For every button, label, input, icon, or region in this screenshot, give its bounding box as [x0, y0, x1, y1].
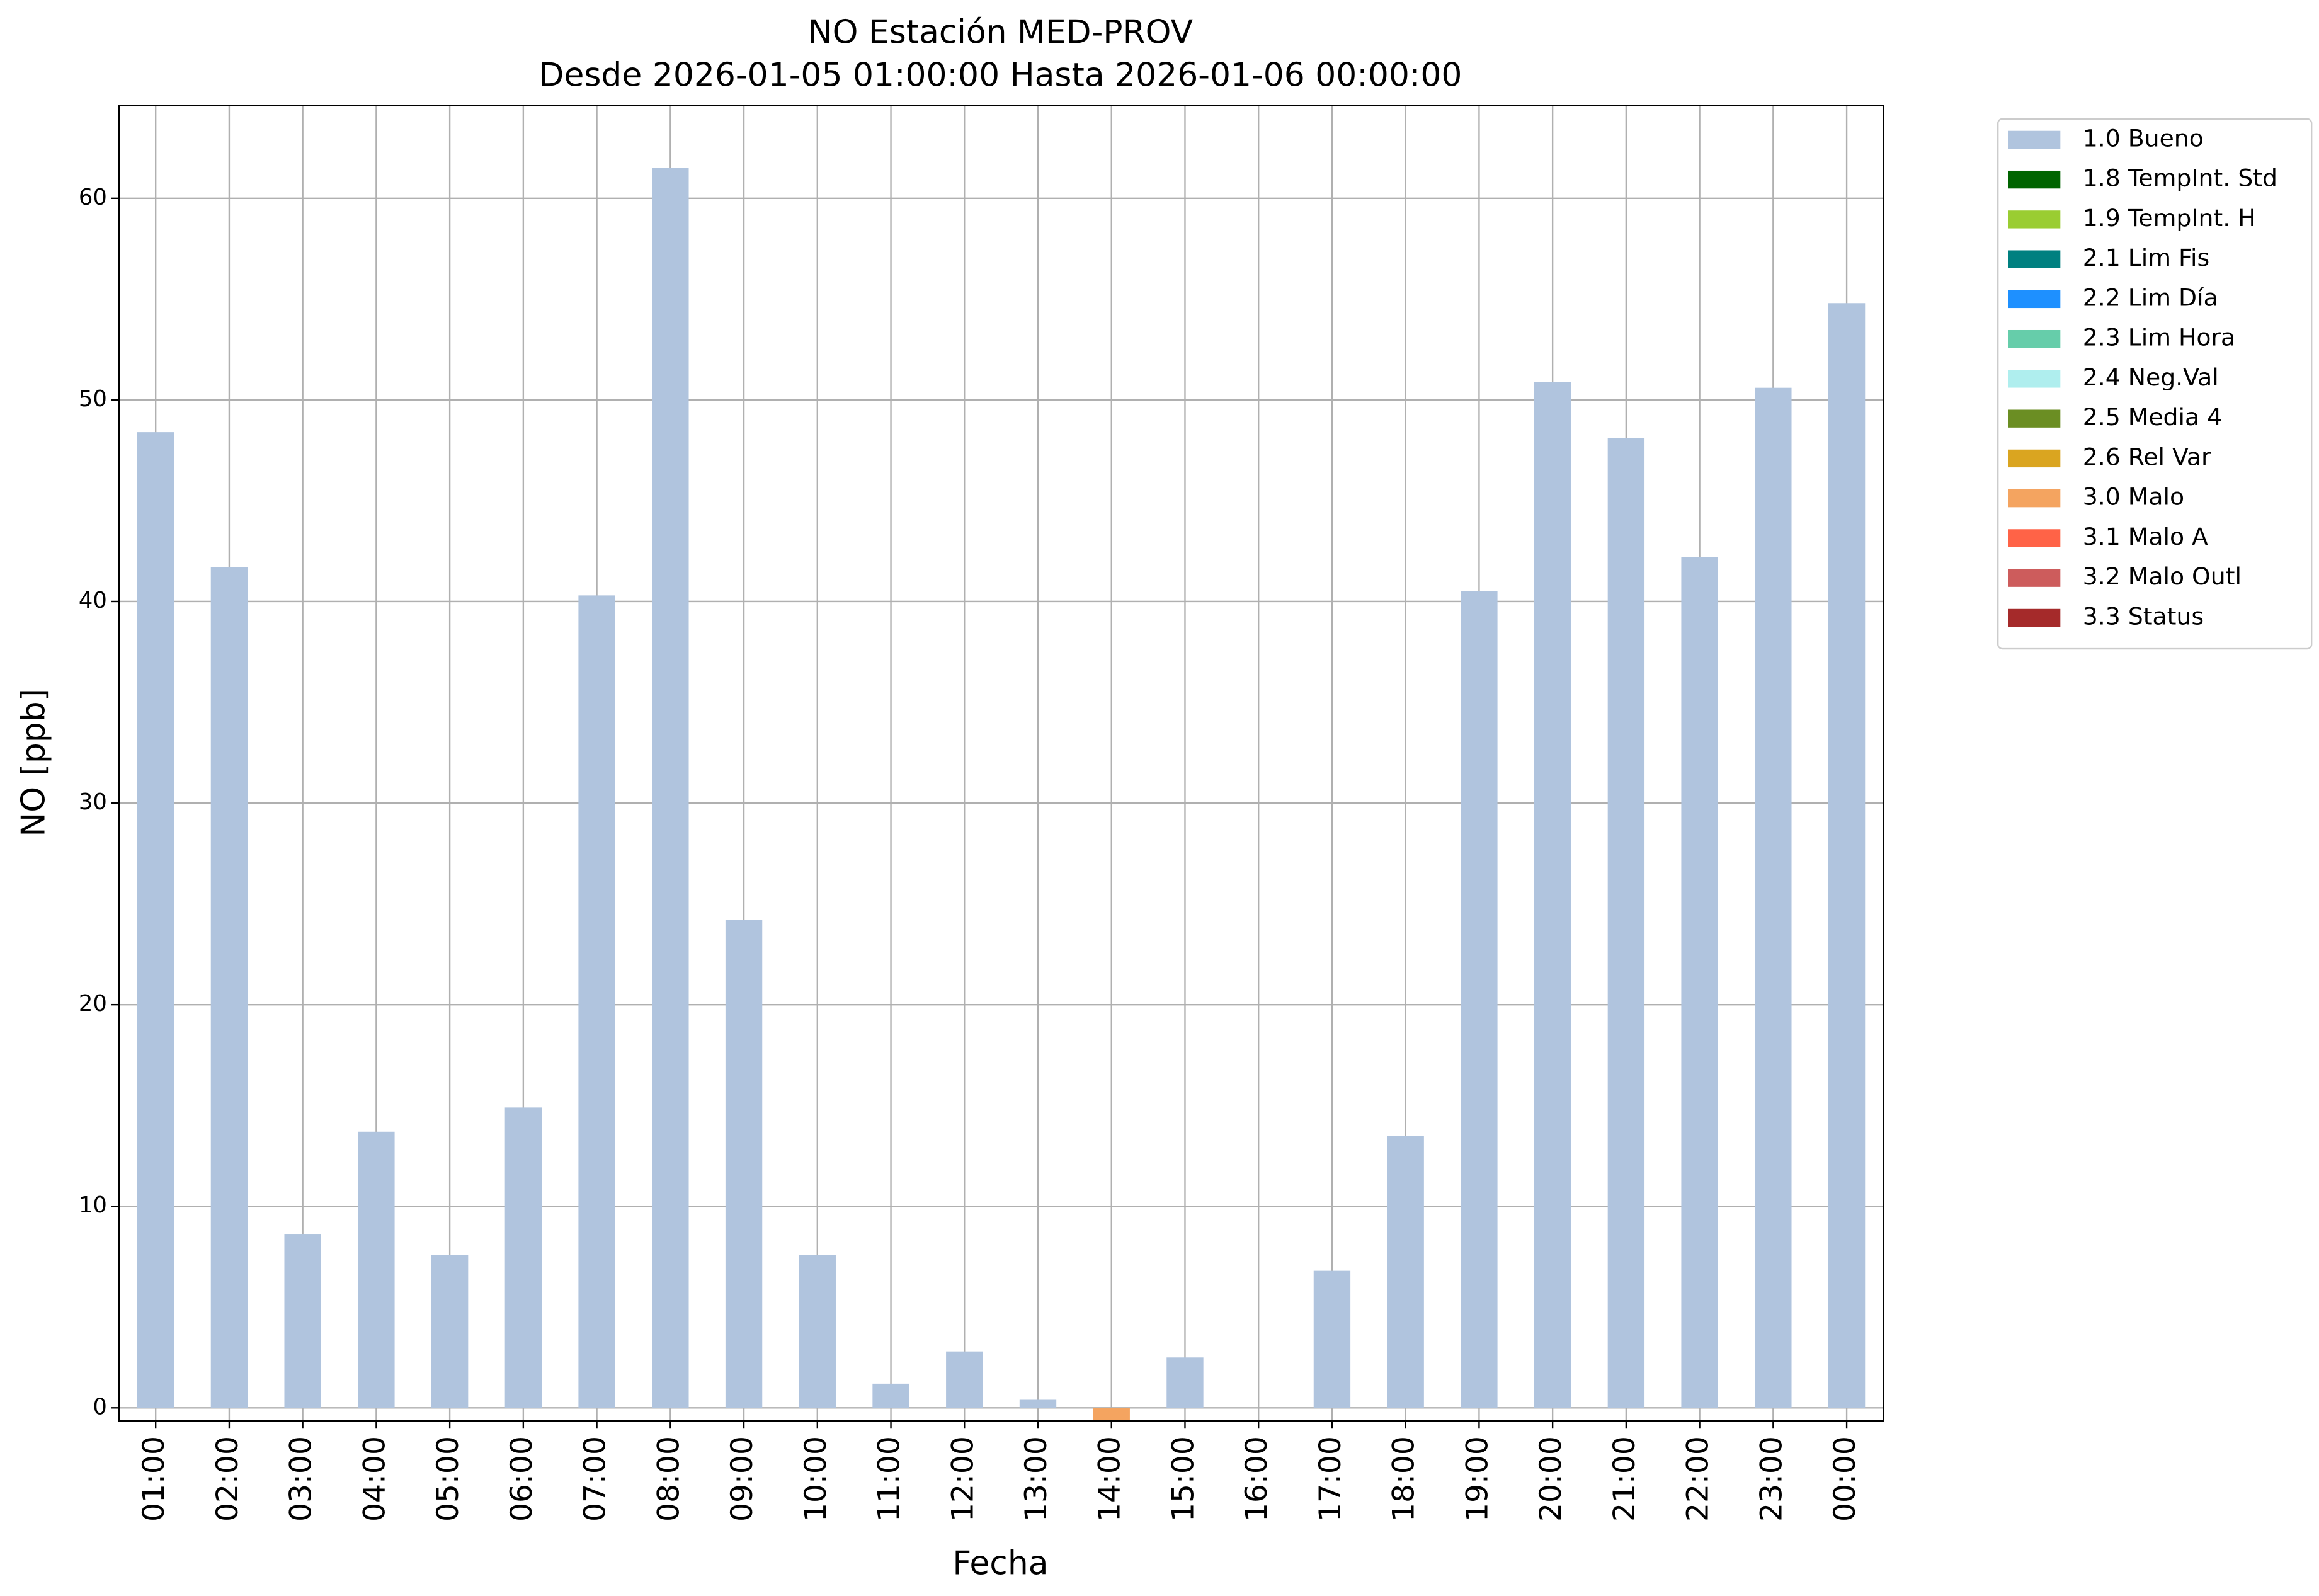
x-tick-label: 14:00 [1093, 1436, 1127, 1522]
x-tick-label: 21:00 [1607, 1436, 1642, 1522]
plot-frame [118, 105, 1884, 1422]
y-tick-label: 60 [79, 185, 107, 210]
legend-label: 3.1 Malo A [2083, 523, 2208, 550]
legend-label: 2.3 Lim Hora [2083, 324, 2235, 351]
chart-title: NO Estación MED-PROV [808, 13, 1194, 51]
chart-subtitle: Desde 2026-01-05 01:00:00 Hasta 2026-01-… [538, 57, 1462, 94]
legend-box [1997, 118, 2313, 650]
bar [1166, 1357, 1204, 1408]
legend-label: 3.2 Malo Outl [2083, 562, 2242, 590]
x-axis-label: Fecha [952, 1544, 1048, 1582]
legend-label: 1.0 Bueno [2083, 124, 2204, 152]
legend-swatch [2008, 449, 2061, 468]
x-tick-label: 17:00 [1313, 1436, 1348, 1522]
legend-label: 3.0 Malo [2083, 483, 2184, 511]
legend-swatch [2008, 250, 2061, 268]
legend-swatch [2008, 170, 2061, 189]
bar [1093, 1408, 1130, 1422]
bar [725, 920, 763, 1408]
y-tick-label: 30 [79, 789, 107, 815]
x-tick-label: 03:00 [284, 1436, 319, 1522]
bar [1534, 382, 1571, 1408]
bar [1755, 387, 1792, 1408]
bar [358, 1131, 395, 1408]
legend-swatch [2008, 370, 2061, 388]
x-tick-label: 08:00 [651, 1436, 686, 1522]
legend-swatch [2008, 329, 2061, 348]
bar [431, 1255, 469, 1408]
legend-label: 2.4 Neg.Val [2083, 363, 2219, 391]
bar [1607, 438, 1645, 1408]
bar [1461, 591, 1498, 1408]
legend-swatch [2008, 210, 2061, 229]
bar [799, 1255, 836, 1408]
bar [652, 168, 689, 1408]
bar [1828, 303, 1866, 1408]
x-tick-label: 16:00 [1239, 1436, 1274, 1522]
legend-swatch [2008, 409, 2061, 428]
x-tick-label: 04:00 [357, 1436, 392, 1522]
legend-swatch [2008, 569, 2061, 587]
legend-swatch [2008, 608, 2061, 627]
x-tick-label: 01:00 [137, 1436, 171, 1522]
x-tick-label: 02:00 [210, 1436, 245, 1522]
x-tick-label: 22:00 [1681, 1436, 1716, 1522]
x-tick-label: 20:00 [1534, 1436, 1568, 1522]
y-tick-label: 20 [79, 991, 107, 1017]
x-tick-label: 11:00 [872, 1436, 907, 1522]
y-tick-label: 50 [79, 386, 107, 412]
bar [1387, 1136, 1424, 1408]
legend-swatch [2008, 529, 2061, 547]
x-tick-label: 18:00 [1387, 1436, 1422, 1522]
x-tick-label: 10:00 [799, 1436, 833, 1522]
x-tick-label: 05:00 [431, 1436, 465, 1522]
legend-label: 2.6 Rel Var [2083, 443, 2211, 470]
legend-swatch [2008, 290, 2061, 309]
bar [284, 1234, 321, 1408]
bar [946, 1351, 983, 1408]
legend-label: 1.9 TempInt. H [2083, 204, 2256, 232]
legend-swatch [2008, 489, 2061, 508]
bar [137, 432, 174, 1408]
x-tick-label: 15:00 [1166, 1436, 1200, 1522]
x-tick-label: 06:00 [504, 1436, 539, 1522]
bar [1313, 1270, 1351, 1408]
x-tick-label: 07:00 [578, 1436, 613, 1522]
y-tick-label: 0 [93, 1394, 107, 1420]
legend-label: 2.1 Lim Fis [2083, 244, 2209, 271]
x-tick-label: 12:00 [945, 1436, 980, 1522]
x-tick-label: 13:00 [1019, 1436, 1054, 1522]
legend-label: 2.2 Lim Día [2083, 283, 2218, 311]
legend-label: 2.5 Media 4 [2083, 403, 2222, 431]
y-tick-label: 10 [79, 1192, 107, 1218]
bar [504, 1107, 542, 1408]
bar [872, 1383, 909, 1408]
x-tick-label: 19:00 [1460, 1436, 1495, 1522]
bar [210, 567, 248, 1408]
y-axis-label: NO [ppb] [15, 688, 53, 837]
x-tick-label: 23:00 [1754, 1436, 1789, 1522]
bar [578, 595, 615, 1408]
bar [1019, 1399, 1057, 1408]
legend-swatch [2008, 130, 2061, 149]
x-tick-label: 00:00 [1828, 1436, 1862, 1522]
legend-label: 1.8 TempInt. Std [2083, 164, 2277, 192]
legend-label: 3.3 Status [2083, 602, 2204, 630]
bar [1681, 557, 1718, 1408]
y-tick-label: 40 [79, 588, 107, 613]
x-tick-label: 09:00 [725, 1436, 760, 1522]
